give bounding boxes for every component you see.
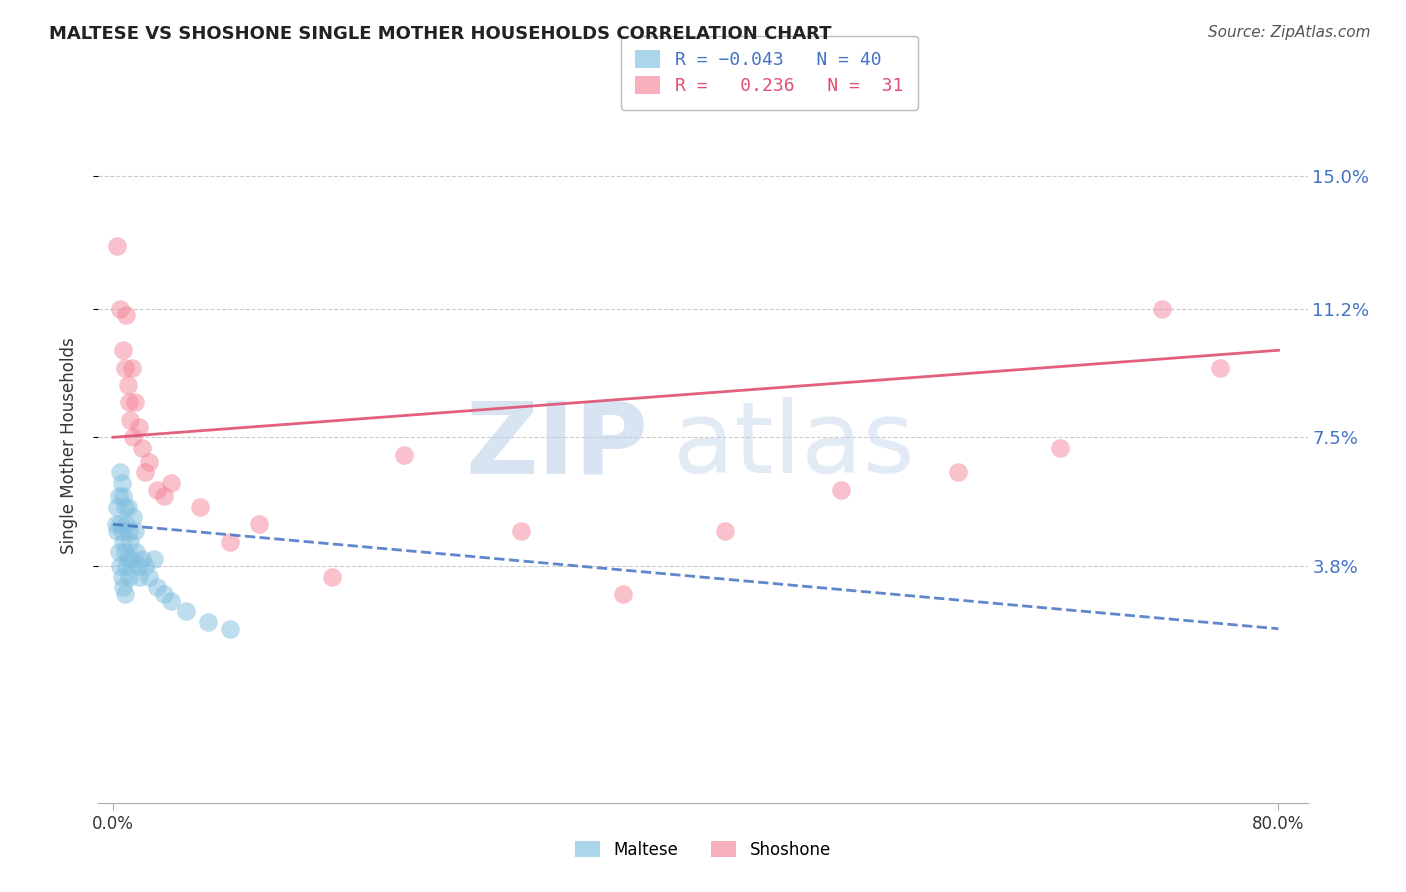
Point — [112, 580, 135, 594]
Point — [509, 524, 531, 539]
Point — [115, 559, 138, 574]
Point — [134, 559, 156, 574]
Point — [612, 587, 634, 601]
Point — [105, 500, 128, 514]
Text: Source: ZipAtlas.com: Source: ZipAtlas.com — [1208, 25, 1371, 40]
Point — [114, 545, 136, 559]
Point — [118, 395, 141, 409]
Point — [145, 580, 167, 594]
Point — [117, 378, 139, 392]
Point — [110, 465, 132, 479]
Point — [153, 587, 176, 601]
Point — [1209, 360, 1232, 375]
Text: ZIP: ZIP — [465, 398, 648, 494]
Point — [120, 534, 142, 549]
Point — [321, 569, 343, 583]
Point — [830, 483, 852, 497]
Point — [145, 483, 167, 497]
Point — [128, 420, 150, 434]
Point — [114, 360, 136, 375]
Point — [105, 524, 128, 539]
Point — [122, 430, 145, 444]
Text: atlas: atlas — [672, 398, 914, 494]
Point — [110, 517, 132, 532]
Point — [174, 604, 197, 618]
Point — [112, 534, 135, 549]
Point — [110, 559, 132, 574]
Point — [124, 524, 146, 539]
Point — [115, 517, 138, 532]
Point — [128, 569, 150, 583]
Point — [105, 239, 128, 253]
Text: MALTESE VS SHOSHONE SINGLE MOTHER HOUSEHOLDS CORRELATION CHART: MALTESE VS SHOSHONE SINGLE MOTHER HOUSEH… — [49, 25, 832, 43]
Point — [110, 301, 132, 316]
Point — [124, 395, 146, 409]
Point — [111, 524, 134, 539]
Point — [121, 552, 143, 566]
Point — [125, 545, 148, 559]
Point — [114, 587, 136, 601]
Point — [112, 343, 135, 358]
Point — [190, 500, 212, 514]
Point — [111, 569, 134, 583]
Point — [142, 552, 165, 566]
Y-axis label: Single Mother Households: Single Mother Households — [59, 338, 77, 554]
Point — [127, 559, 149, 574]
Point — [134, 465, 156, 479]
Point — [1049, 441, 1071, 455]
Point — [131, 552, 153, 566]
Point — [714, 524, 737, 539]
Point — [138, 569, 160, 583]
Point — [112, 490, 135, 504]
Point — [394, 448, 416, 462]
Point — [218, 534, 240, 549]
Point — [153, 490, 176, 504]
Legend: Maltese, Shoshone: Maltese, Shoshone — [568, 835, 838, 866]
Point — [120, 413, 142, 427]
Point — [118, 524, 141, 539]
Point — [160, 594, 183, 608]
Point — [118, 569, 141, 583]
Point — [160, 475, 183, 490]
Point — [117, 500, 139, 514]
Point — [108, 490, 131, 504]
Point — [1150, 301, 1173, 316]
Point — [122, 510, 145, 524]
Point — [108, 545, 131, 559]
Point — [946, 465, 969, 479]
Point — [218, 622, 240, 636]
Point — [114, 500, 136, 514]
Point — [197, 615, 219, 629]
Point — [247, 517, 270, 532]
Point — [115, 309, 138, 323]
Point — [104, 517, 127, 532]
Point — [111, 475, 134, 490]
Point — [138, 455, 160, 469]
Point — [117, 552, 139, 566]
Point — [121, 360, 143, 375]
Point — [131, 441, 153, 455]
